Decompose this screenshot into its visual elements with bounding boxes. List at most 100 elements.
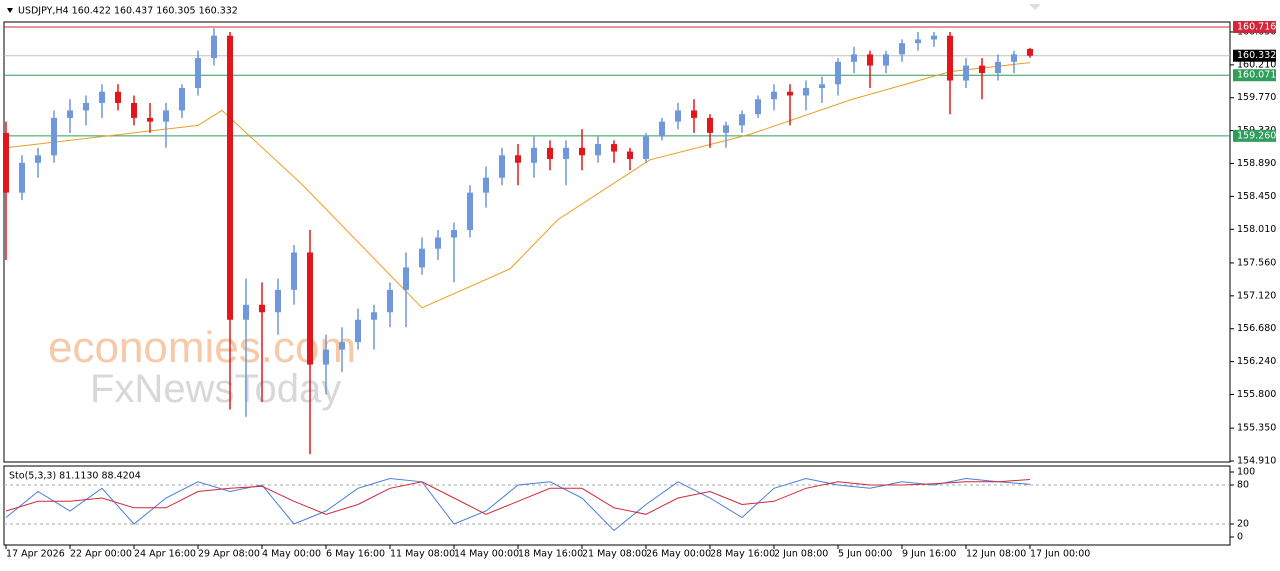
candle-body (579, 147, 585, 156)
price-level-label: 160.332 (1237, 50, 1276, 61)
x-tick-label: 28 May 16:00 (710, 549, 775, 560)
x-tick-label: 5 Jun 00:00 (838, 549, 892, 560)
price-level-tag (1233, 69, 1276, 82)
y-tick-label: 154.910 (1237, 456, 1276, 467)
candle-body (51, 117, 57, 156)
candle-body (595, 144, 601, 156)
candle-body (163, 110, 169, 122)
x-tick-label: 26 May 00:00 (646, 549, 711, 560)
candle-body (643, 136, 649, 160)
candle-body (307, 252, 313, 365)
candle-body (915, 39, 921, 44)
candle-body (483, 177, 489, 193)
oscillator-tick-label: 100 (1237, 467, 1255, 478)
candle-body (387, 289, 393, 313)
candle-body (515, 155, 521, 163)
candle-body (771, 91, 777, 100)
candle-body (835, 61, 841, 85)
indicator-title: Sto(5,3,3) 81.1130 88.4204 (9, 471, 141, 482)
y-tick-label: 155.350 (1237, 423, 1276, 434)
oscillator-tick-label: 0 (1237, 532, 1243, 543)
candle-body (611, 144, 617, 152)
shift-marker[interactable] (1029, 4, 1041, 10)
candle-body (627, 151, 633, 160)
candle-body (675, 110, 681, 122)
candle-body (931, 35, 937, 40)
y-tick-label: 158.450 (1237, 191, 1276, 202)
price-level-label: 160.716 (1237, 22, 1276, 33)
x-tick-label: 24 Apr 16:00 (134, 549, 196, 560)
x-tick-label: 17 Jun 00:00 (1030, 549, 1090, 560)
price-level-label: 159.260 (1237, 130, 1276, 141)
chart-title: USDJPY,H4 160.422 160.437 160.305 160.33… (18, 6, 238, 17)
candle-body (19, 162, 25, 193)
candle-body (243, 304, 249, 320)
candle-body (115, 91, 121, 103)
candle-body (451, 230, 457, 238)
candle-body (211, 35, 217, 59)
candle-body (1011, 54, 1017, 62)
candle-body (563, 147, 569, 160)
candle-body (195, 58, 201, 89)
candle-body (467, 192, 473, 231)
candle-body (227, 35, 233, 320)
y-tick-label: 156.240 (1237, 356, 1276, 367)
candle-body (371, 312, 377, 320)
price-level-tag (1233, 129, 1276, 142)
oscillator-pane (3, 465, 1231, 546)
candle-body (531, 147, 537, 163)
price-level-tag (1233, 49, 1276, 62)
oscillator-tick-label: 20 (1237, 519, 1249, 530)
x-tick-label: 4 May 00:00 (262, 549, 321, 560)
candle-body (755, 99, 761, 115)
candle-body (339, 342, 345, 350)
candle-body (691, 110, 697, 118)
candle-body (547, 147, 553, 160)
oscillator-tick-label: 80 (1237, 480, 1249, 491)
stochastic-signal (5, 479, 1031, 515)
x-tick-label: 12 Jun 08:00 (966, 549, 1026, 560)
candle-body (83, 102, 89, 111)
y-tick-label: 160.210 (1237, 59, 1276, 70)
candle-body (131, 102, 137, 118)
candle-body (803, 88, 809, 96)
candle-body (259, 304, 265, 313)
candle-body (179, 88, 185, 111)
x-tick-label: 29 Apr 08:00 (198, 549, 260, 560)
candle-body (819, 84, 825, 89)
candle-body (707, 117, 713, 133)
candle-body (979, 65, 985, 74)
symbol-menu-icon[interactable] (7, 8, 13, 13)
x-tick-label: 2 Jun 08:00 (774, 549, 828, 560)
candle-body (403, 267, 409, 290)
price-level-tag (1233, 21, 1276, 34)
y-tick-label: 158.890 (1237, 158, 1276, 169)
x-tick-label: 18 May 16:00 (518, 549, 583, 560)
main-pane (3, 21, 1231, 463)
candle-body (3, 132, 9, 193)
candle-body (435, 237, 441, 249)
candle-body (947, 35, 953, 81)
candle-body (883, 54, 889, 66)
y-tick-label: 157.120 (1237, 290, 1276, 301)
candle-body (851, 54, 857, 62)
candle-body (355, 319, 361, 343)
y-tick-label: 157.560 (1237, 257, 1276, 268)
candle-body (787, 91, 793, 96)
x-tick-label: 9 Jun 16:00 (902, 549, 956, 560)
candle-body (739, 114, 745, 126)
candle-body (67, 110, 73, 118)
candle-body (499, 155, 505, 178)
candle-body (995, 61, 1001, 74)
x-tick-label: 17 Apr 2026 (6, 549, 65, 560)
y-tick-label: 158.010 (1237, 224, 1276, 235)
price-level-label: 160.071 (1237, 70, 1276, 81)
watermark: FxNewsToday (90, 367, 341, 411)
candle-body (1027, 48, 1033, 56)
candle-body (35, 155, 41, 163)
y-tick-label: 159.770 (1237, 92, 1276, 103)
x-tick-label: 14 May 00:00 (454, 549, 519, 560)
x-tick-label: 21 May 08:00 (582, 549, 647, 560)
y-tick-label: 155.800 (1237, 389, 1276, 400)
candle-body (419, 248, 425, 268)
